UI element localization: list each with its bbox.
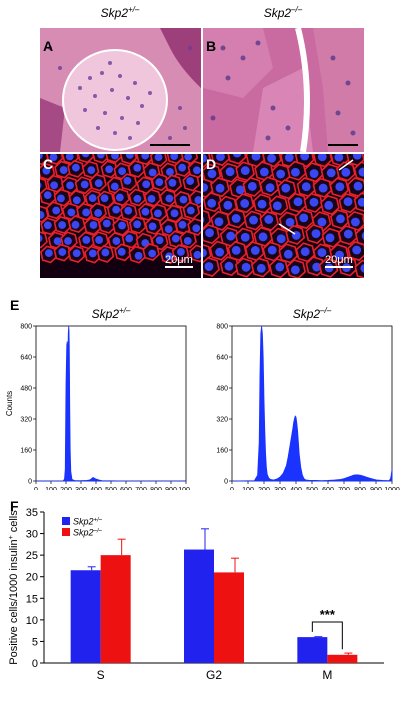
panel-label-b: B	[206, 38, 217, 54]
y-tick-label: 160	[20, 448, 32, 455]
histogram-group: Skp2+/–010020030040050060070080090010000…	[5, 306, 190, 490]
y-tick-label: 0	[28, 479, 32, 486]
y-tick-label: 10	[26, 615, 38, 627]
y-tick-label: 25	[26, 550, 38, 562]
micrograph-a	[40, 28, 201, 152]
legend-label: Skp2+/–	[73, 517, 103, 527]
bar-chart: 0 5 10 15 20 25 30 35 Positive cells/1000 insuli…	[8, 507, 384, 682]
category-label: G2	[206, 668, 222, 682]
bar-chart-group: 0 5 10 15 20 25 30 35 Positive cells/1000 insuli…	[8, 507, 384, 682]
y-tick-label: 0	[32, 658, 38, 670]
x-tick-label: 200	[258, 487, 270, 490]
x-tick-label: 800	[354, 487, 366, 490]
histogram-left: Skp2+/–010020030040050060070080090010000…	[5, 306, 190, 490]
y-tick-label: 640	[216, 355, 228, 362]
panel-label-f: F	[10, 498, 19, 514]
x-tick-label: 1000	[178, 487, 190, 490]
x-tick-label: 400	[90, 487, 102, 490]
histogram-group: Skp2–/– 0 100 200 300 400 500 600 700 800 9001000 0…	[216, 306, 400, 490]
col-header-right: Skp2–/–	[233, 5, 333, 20]
x-tick-label: 600	[322, 487, 334, 490]
x-tick-label: 0	[34, 487, 38, 490]
y-tick-label: 480	[20, 386, 32, 393]
bar	[327, 654, 358, 663]
x-tick-label: 300	[274, 487, 286, 490]
significance-bracket	[311, 621, 343, 650]
bar	[70, 570, 101, 663]
x-tick-label: 1000	[384, 487, 400, 490]
histogram-y-label: Counts	[5, 391, 14, 416]
y-tick-label: 640	[20, 355, 32, 362]
bar	[184, 549, 214, 663]
x-tick-label: 500	[105, 487, 117, 490]
legend-swatch	[62, 528, 70, 536]
micrograph-d	[203, 154, 364, 278]
y-tick-label: 480	[216, 386, 228, 393]
col-header-right-text: Skp2	[263, 6, 292, 20]
histogram-frame	[231, 325, 393, 482]
col-header-left: Skp2+/–	[70, 5, 170, 20]
histogram-area	[231, 325, 393, 482]
y-tick-label: 800	[20, 324, 32, 331]
micrograph-d-image	[203, 154, 364, 278]
histogram-frame	[35, 325, 187, 482]
bar	[100, 555, 131, 663]
col-header-left-text: Skp2	[100, 6, 128, 20]
scale-bar-c	[165, 266, 193, 268]
bar	[297, 637, 328, 663]
x-tick-label: 700	[338, 487, 350, 490]
histogram-title: Skp2–/–	[293, 306, 332, 321]
category-label: M	[322, 668, 332, 682]
y-tick-label: 30	[26, 529, 38, 541]
histogram-title: Skp2+/–	[92, 306, 131, 321]
y-tick-label: 320	[20, 417, 32, 424]
panel-label-e: E	[10, 297, 20, 313]
scale-bar-d	[325, 266, 353, 268]
micrograph-b	[203, 28, 364, 152]
panel-label-d: D	[206, 156, 217, 172]
micrograph-c-image	[40, 154, 201, 278]
y-tick-label: 800	[216, 324, 228, 331]
x-tick-label: 500	[306, 487, 318, 490]
panel-label-a: A	[43, 38, 54, 54]
x-tick-label: 100	[45, 487, 57, 490]
significance-label: ***	[320, 607, 336, 622]
bar	[214, 572, 244, 663]
col-header-right-sup: –/–	[291, 5, 303, 14]
x-tick-label: 300	[75, 487, 87, 490]
histogram-right: Skp2–/– 0 100 200 300 400 500 600 700 800 9001000 0…	[216, 306, 400, 490]
histogram-area	[36, 325, 186, 482]
micrograph-a-image	[40, 28, 201, 152]
x-tick-label: 200	[60, 487, 72, 490]
y-tick-label: 0	[224, 479, 228, 486]
x-tick-label: 0	[230, 487, 234, 490]
x-tick-label: 400	[290, 487, 302, 490]
x-tick-label: 100	[242, 487, 254, 490]
scale-label-d: 20μm	[325, 254, 353, 266]
legend-label: Skp2–/–	[73, 528, 103, 538]
y-tick-label: 35	[26, 507, 38, 519]
col-header-left-sup: +/–	[128, 5, 140, 14]
y-tick-label: 320	[216, 417, 228, 424]
y-tick-label: 5	[32, 636, 38, 648]
y-tick-label: 20	[26, 572, 38, 584]
x-tick-label: 900	[370, 487, 382, 490]
scale-label-c: 20μm	[165, 254, 193, 266]
micrograph-c	[40, 154, 201, 278]
x-tick-label: 800	[150, 487, 162, 490]
x-tick-label: 900	[165, 487, 177, 490]
y-tick-label: 15	[26, 593, 38, 605]
bar-y-label: Positive cells/1000 insulin+ cells	[8, 510, 20, 665]
category-label: S	[97, 668, 105, 682]
y-tick-label: 160	[216, 448, 228, 455]
micrograph-b-image	[203, 28, 364, 152]
x-tick-label: 700	[135, 487, 147, 490]
x-tick-label: 600	[120, 487, 132, 490]
legend-swatch	[62, 517, 70, 525]
panel-label-c: C	[43, 156, 54, 172]
